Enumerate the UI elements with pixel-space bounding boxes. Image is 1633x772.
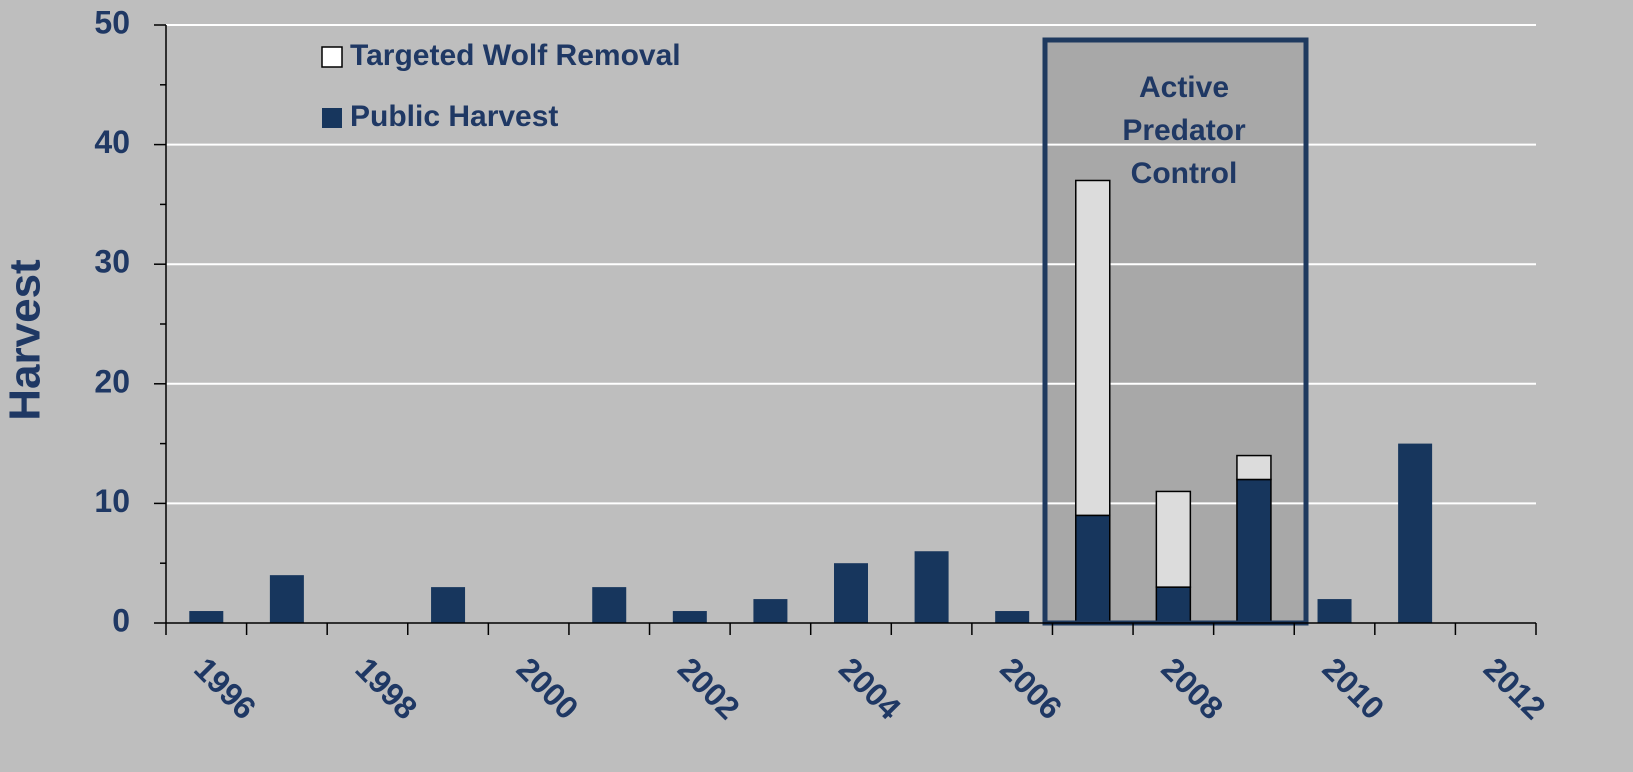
bar (592, 587, 627, 623)
bar (1075, 514, 1111, 624)
annotation-text: Predator (1122, 114, 1246, 147)
y-tick-label: 10 (94, 483, 130, 519)
y-tick-label: 20 (94, 363, 130, 399)
legend-swatch (321, 46, 343, 68)
bar (753, 599, 788, 623)
y-axis-label: Harvest (1, 259, 50, 421)
bar (834, 563, 868, 623)
bar (1317, 599, 1352, 623)
bar (1236, 454, 1272, 481)
bar (1398, 443, 1433, 623)
legend-label: Targeted Wolf Removal (350, 39, 681, 72)
annotation-text: Control (1131, 157, 1238, 190)
annotation-text: Active (1139, 71, 1229, 104)
bar (672, 611, 707, 623)
bar (189, 611, 224, 623)
y-tick-label: 30 (94, 244, 130, 280)
bar (1155, 490, 1192, 588)
bar (269, 575, 304, 623)
bar (914, 551, 949, 623)
bar (1075, 179, 1111, 517)
y-tick-label: 50 (94, 4, 130, 40)
bar (1155, 586, 1192, 624)
legend-swatch (322, 108, 342, 128)
y-tick-label: 0 (112, 602, 130, 638)
legend-label: Public Harvest (350, 100, 558, 133)
bar (1236, 478, 1272, 624)
bar (995, 611, 1030, 623)
bar (431, 587, 466, 623)
y-tick-label: 40 (94, 124, 130, 160)
